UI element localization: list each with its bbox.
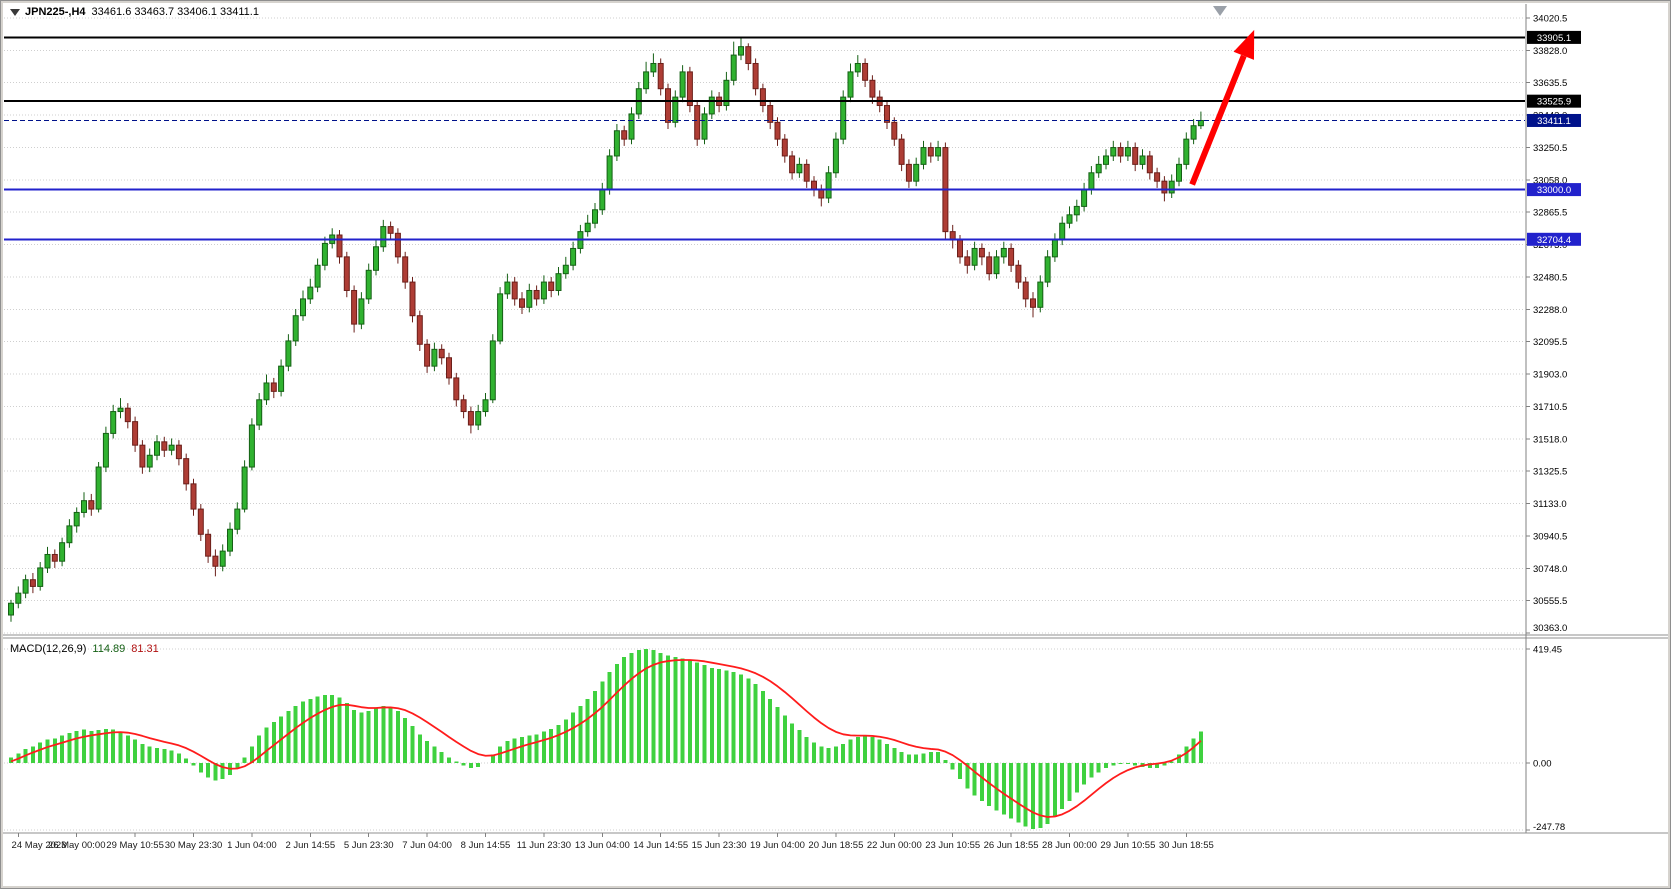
svg-text:28 Jun 00:00: 28 Jun 00:00 [1042, 840, 1097, 851]
level-lines-layer[interactable] [4, 36, 1525, 241]
price-badges: 33905.1 33525.9 33000.0 32704.4 33411.1 [1527, 30, 1581, 246]
svg-text:33058.0: 33058.0 [1533, 175, 1567, 186]
svg-text:32865.5: 32865.5 [1533, 208, 1567, 219]
svg-text:13 Jun 04:00: 13 Jun 04:00 [575, 840, 630, 851]
svg-text:419.45: 419.45 [1533, 645, 1562, 656]
svg-text:30 Jun 18:55: 30 Jun 18:55 [1159, 840, 1214, 851]
svg-text:33411.1: 33411.1 [1537, 116, 1571, 127]
macd-indicator-header: MACD(12,26,9) 114.89 81.31 [10, 643, 159, 655]
price-badge [1527, 30, 1581, 44]
chart-shift-marker-icon [1213, 6, 1227, 16]
macd-signal-value: 81.31 [131, 643, 159, 655]
svg-text:33828.0: 33828.0 [1533, 46, 1567, 57]
svg-text:33250.5: 33250.5 [1533, 143, 1567, 154]
svg-text:24 May 2023: 24 May 2023 [12, 840, 67, 851]
svg-text:32480.5: 32480.5 [1533, 272, 1567, 283]
svg-text:22 Jun 00:00: 22 Jun 00:00 [867, 840, 922, 851]
svg-text:33905.1: 33905.1 [1537, 33, 1571, 44]
svg-text:31133.0: 31133.0 [1533, 499, 1567, 510]
svg-text:32095.5: 32095.5 [1533, 337, 1567, 348]
price-badge [1527, 113, 1581, 127]
svg-text:30 May 23:30: 30 May 23:30 [165, 840, 223, 851]
svg-text:11 Jun 23:30: 11 Jun 23:30 [517, 840, 571, 851]
svg-text:32288.0: 32288.0 [1533, 305, 1567, 316]
macd-signal-line [10, 659, 1202, 818]
svg-text:1 Jun 04:00: 1 Jun 04:00 [227, 840, 277, 851]
candlestick-layer[interactable] [8, 37, 1204, 622]
svg-text:20 Jun 18:55: 20 Jun 18:55 [808, 840, 863, 851]
svg-text:30748.0: 30748.0 [1533, 564, 1567, 575]
trend-arrow-head[interactable] [1233, 29, 1255, 60]
svg-text:34020.5: 34020.5 [1533, 14, 1567, 25]
svg-text:23 Jun 10:55: 23 Jun 10:55 [925, 840, 980, 851]
svg-text:15 Jun 23:30: 15 Jun 23:30 [692, 840, 747, 851]
svg-text:29 May 10:55: 29 May 10:55 [106, 840, 164, 851]
svg-text:26 Jun 18:55: 26 Jun 18:55 [984, 840, 1039, 851]
svg-text:31903.0: 31903.0 [1533, 370, 1567, 381]
price-badge [1527, 94, 1581, 108]
svg-text:29 Jun 10:55: 29 Jun 10:55 [1100, 840, 1155, 851]
price-axis[interactable]: 34020.533828.033635.533443.033250.533058… [1526, 14, 1567, 635]
svg-text:19 Jun 04:00: 19 Jun 04:00 [750, 840, 805, 851]
svg-text:7 Jun 04:00: 7 Jun 04:00 [402, 840, 452, 851]
svg-text:26 May 00:00: 26 May 00:00 [48, 840, 106, 851]
svg-text:31518.0: 31518.0 [1533, 434, 1567, 445]
svg-text:0.00: 0.00 [1533, 758, 1552, 769]
symbol-ohlc-header: JPN225-,H4 33461.6 33463.7 33406.1 33411.… [25, 6, 259, 18]
ohlc-values-label: 33461.6 33463.7 33406.1 33411.1 [91, 6, 259, 18]
svg-text:8 Jun 14:55: 8 Jun 14:55 [461, 840, 511, 851]
svg-text:5 Jun 23:30: 5 Jun 23:30 [344, 840, 394, 851]
svg-text:2 Jun 14:55: 2 Jun 14:55 [285, 840, 335, 851]
svg-text:14 Jun 14:55: 14 Jun 14:55 [633, 840, 688, 851]
svg-text:33635.5: 33635.5 [1533, 78, 1567, 89]
svg-text:30363.0: 30363.0 [1533, 623, 1567, 634]
price-badge [1527, 232, 1581, 246]
symbol-menu-arrow-icon[interactable] [10, 9, 20, 16]
svg-text:33000.0: 33000.0 [1537, 185, 1571, 196]
svg-text:33525.9: 33525.9 [1537, 97, 1571, 108]
svg-text:32704.4: 32704.4 [1537, 235, 1571, 246]
svg-text:31710.5: 31710.5 [1533, 402, 1567, 413]
svg-text:31325.5: 31325.5 [1533, 467, 1567, 478]
macd-label: MACD(12,26,9) [10, 643, 87, 655]
macd-histogram-layer [9, 649, 1203, 830]
svg-text:-247.78: -247.78 [1533, 822, 1565, 833]
symbol-period-label: JPN225-,H4 [25, 6, 86, 18]
macd-axis[interactable]: 419.45 0.00 -247.78 [1526, 645, 1565, 834]
pane-separator[interactable] [1, 633, 1670, 639]
svg-text:30555.5: 30555.5 [1533, 596, 1567, 607]
trend-arrow-shaft[interactable] [1189, 54, 1247, 186]
price-badge [1527, 183, 1581, 197]
svg-text:30940.5: 30940.5 [1533, 531, 1567, 542]
macd-current-value: 114.89 [92, 643, 126, 655]
